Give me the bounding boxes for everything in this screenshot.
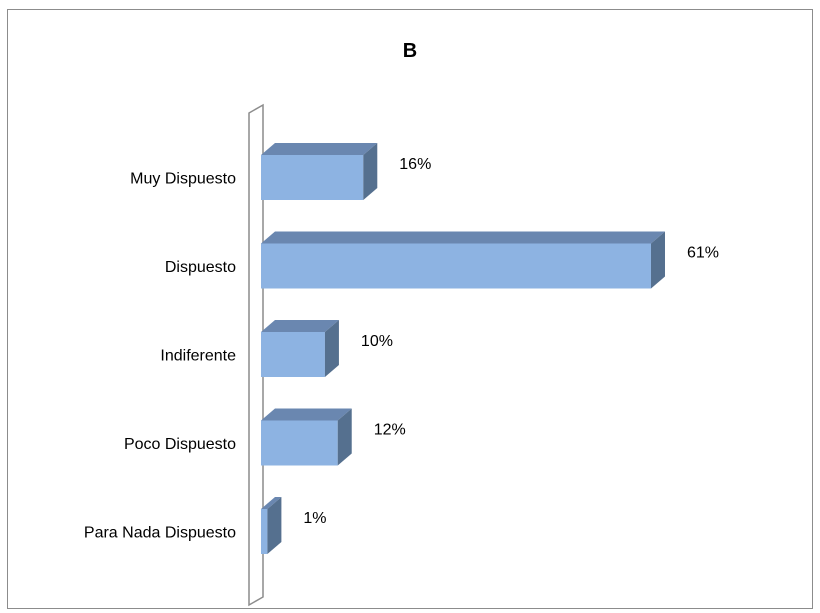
bar-front (261, 243, 651, 289)
chart-title: B (402, 40, 418, 62)
bar-side (363, 143, 378, 200)
bar-top (261, 231, 665, 244)
bar-side (337, 408, 352, 466)
bar-top (261, 497, 282, 509)
category-label: Muy Dispuesto (130, 171, 236, 188)
value-label: 12% (374, 422, 406, 439)
value-label: 16% (399, 156, 431, 173)
bar-top (261, 143, 378, 155)
category-label: Poco Dispuesto (124, 436, 236, 453)
chart-frame: B (7, 9, 813, 609)
category-label: Para Nada Dispuesto (84, 525, 236, 542)
value-label: 61% (687, 245, 719, 262)
bar-side (651, 231, 665, 289)
bar-front (261, 332, 325, 377)
bar-side (324, 320, 339, 377)
bar-front (261, 155, 364, 200)
bar-front (261, 420, 338, 466)
bar-top (261, 408, 352, 421)
bar-side (267, 497, 282, 554)
value-label: 10% (361, 333, 393, 350)
category-label: Indiferente (160, 348, 236, 365)
bar-front (261, 509, 268, 554)
category-label: Dispuesto (165, 259, 236, 276)
bar-top (261, 320, 339, 332)
axis-wall (248, 103, 264, 607)
value-label: 1% (303, 510, 326, 527)
